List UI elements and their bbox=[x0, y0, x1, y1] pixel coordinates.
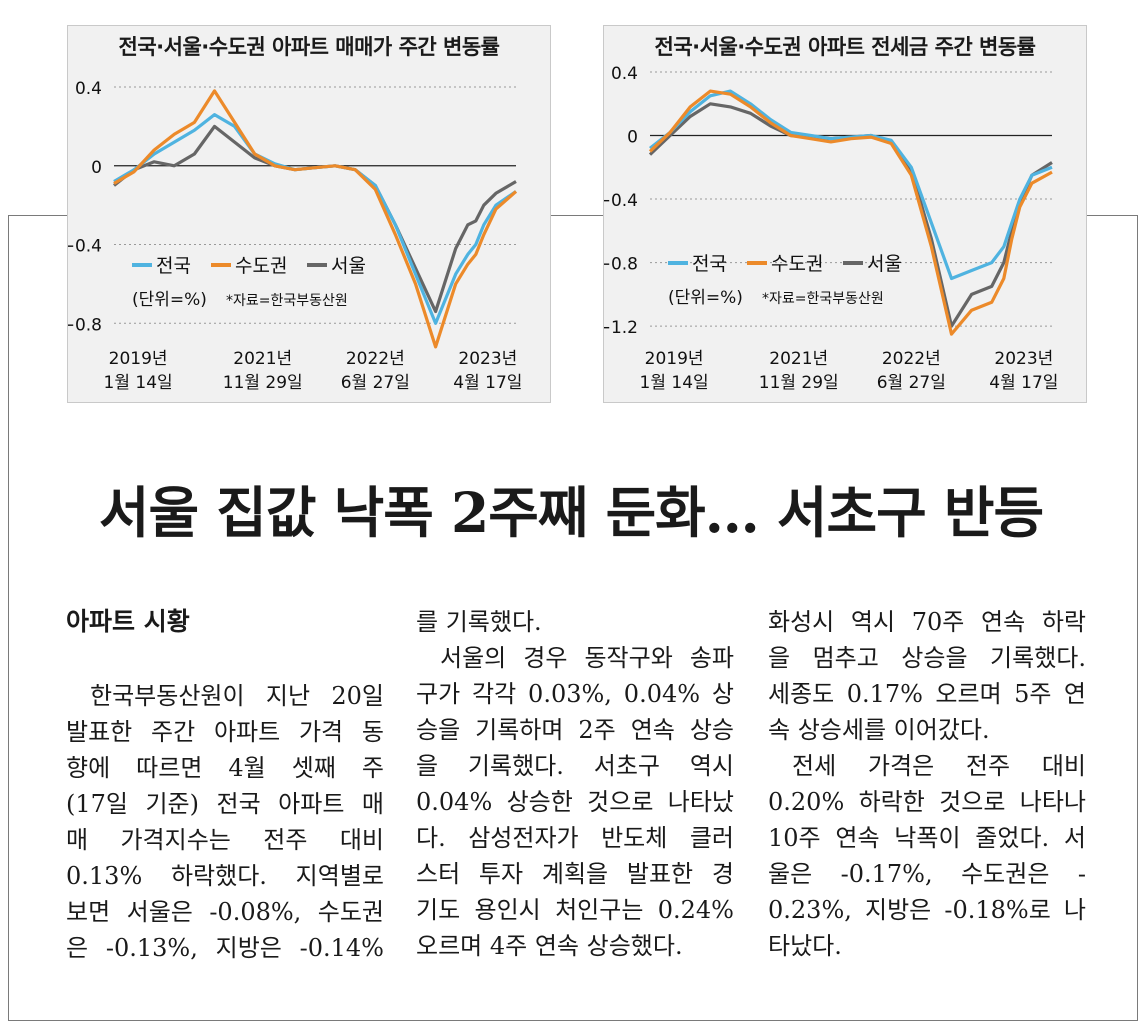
article-line: 0.23%, 지방은 -0.18%로 나 bbox=[768, 896, 1086, 924]
y-tick-label: 0.4 bbox=[611, 64, 638, 84]
article-line: 구가 각각 0.03%, 0.04% 상 bbox=[416, 680, 734, 708]
x-tick-label: 4월 17일 bbox=[989, 373, 1058, 393]
x-tick-label: 11월 29일 bbox=[759, 373, 839, 393]
series-line-전국 bbox=[649, 89, 1053, 281]
article-line: 10주 연속 낙폭이 줄었다. 서 bbox=[768, 824, 1086, 852]
x-tick-label: 2023년 bbox=[458, 349, 517, 369]
headline: 서울 집값 낙폭 2주째 둔화… 서초구 반등 bbox=[98, 480, 1044, 545]
x-tick-label: 2023년 bbox=[994, 349, 1053, 369]
x-tick-label: 6월 27일 bbox=[877, 373, 946, 393]
article-line: 0.20% 하락한 것으로 나타나 bbox=[768, 788, 1086, 816]
y-tick-label: −0.8 bbox=[68, 315, 102, 335]
article-line: 화성시 역시 70주 연속 하락 bbox=[768, 608, 1086, 636]
article-line: 보면 서울은 -0.08%, 수도권 bbox=[66, 898, 384, 926]
x-tick-label: 2019년 bbox=[109, 349, 168, 369]
article-line: 다. 삼성전자가 반도체 클러 bbox=[416, 824, 734, 852]
article-line: 세종도 0.17% 오르며 5주 연 bbox=[768, 680, 1086, 708]
article-line: 서울의 경우 동작구와 송파 bbox=[440, 644, 734, 672]
article-line: 승을 기록하며 2주 연속 상승 bbox=[416, 716, 734, 744]
y-tick-label: 0 bbox=[627, 128, 638, 148]
article-line: (17일 기준) 전국 아파트 매 bbox=[66, 790, 384, 818]
series-line-수도권 bbox=[113, 89, 518, 349]
series-line-수도권 bbox=[648, 89, 1053, 336]
legend-label: 전국 bbox=[692, 253, 727, 275]
chart-sale-price: 전국·서울·수도권 아파트 매매가 주간 변동률 0.4 0 −0.4 −0.8 전국 수… bbox=[67, 25, 551, 403]
x-tick-label: 11월 29일 bbox=[223, 373, 303, 393]
article-line: 한국부동산원이 지난 20일 bbox=[90, 682, 384, 710]
x-tick-label: 6월 27일 bbox=[341, 373, 410, 393]
legend-label: 수도권 bbox=[235, 255, 287, 277]
y-tick-label: −0.4 bbox=[604, 191, 638, 211]
source-label: *자료=한국부동산원 bbox=[762, 291, 884, 307]
x-tick-label: 1월 14일 bbox=[104, 373, 173, 393]
chart-plot-jeonse: 0.4 0 −0.4 −0.8 −1.2 전국 수도권 서울 (단위=%) *자료=한국부동산원 2… bbox=[604, 64, 1058, 393]
unit-label: (단위=%) bbox=[668, 288, 743, 308]
article-line: 스터 투자 계획을 발표한 경 bbox=[416, 860, 734, 888]
article-line: 속 상승세를 이어갔다. bbox=[768, 716, 990, 744]
legend-label: 수도권 bbox=[771, 253, 823, 275]
x-tick-label: 4월 17일 bbox=[453, 373, 522, 393]
x-tick-label: 1월 14일 bbox=[640, 373, 709, 393]
article-line: 발표한 주간 아파트 가격 동 bbox=[66, 718, 384, 746]
y-tick-label: −0.4 bbox=[68, 237, 102, 257]
y-tick-label: −0.8 bbox=[604, 255, 638, 275]
chart-title: 전국·서울·수도권 아파트 매매가 주간 변동률 bbox=[118, 35, 500, 59]
article-line: 0.13% 하락했다. 지역별로 bbox=[66, 862, 384, 890]
chart-plot-sale: 0.4 0 −0.4 −0.8 전국 수도권 서울 (단위=%) *자료=한국부동산원 2019년… bbox=[68, 79, 522, 393]
article-line: 전세 가격은 전주 대비 bbox=[792, 752, 1086, 780]
x-tick-label: 2021년 bbox=[233, 349, 292, 369]
article-line: 울은 -0.17%, 수도권은 - bbox=[768, 860, 1086, 888]
article-line: 기도 용인시 처인구는 0.24% bbox=[416, 896, 734, 924]
chart-title: 전국·서울·수도권 아파트 전세금 주간 변동률 bbox=[654, 35, 1036, 59]
article-line: 을 멈추고 상승을 기록했다. bbox=[768, 644, 1086, 672]
x-tick-label: 2019년 bbox=[645, 349, 704, 369]
y-tick-label: −1.2 bbox=[604, 318, 638, 338]
y-tick-label: 0 bbox=[91, 158, 102, 178]
article-line: 타났다. bbox=[768, 932, 842, 960]
article-line: 향에 따르면 4월 셋째 주 bbox=[66, 754, 384, 782]
section-heading: 아파트 시황 bbox=[66, 607, 190, 636]
x-tick-label: 2022년 bbox=[346, 349, 405, 369]
y-tick-label: 0.4 bbox=[75, 79, 102, 99]
article-line: 0.04% 상승한 것으로 나타났 bbox=[416, 788, 734, 816]
legend-label: 전국 bbox=[156, 255, 191, 277]
source-label: *자료=한국부동산원 bbox=[226, 293, 348, 309]
chart-jeonse: 전국·서울·수도권 아파트 전세금 주간 변동률 0.4 0 −0.4 −0.8 −1.… bbox=[603, 25, 1087, 403]
unit-label: (단위=%) bbox=[132, 290, 207, 310]
legend-label: 서울 bbox=[867, 253, 902, 275]
x-tick-label: 2022년 bbox=[882, 349, 941, 369]
article-line: 매 가격지수는 전주 대비 bbox=[66, 826, 384, 854]
legend-label: 서울 bbox=[331, 255, 366, 277]
x-tick-label: 2021년 bbox=[769, 349, 828, 369]
article-line: 를 기록했다. bbox=[416, 608, 542, 636]
article-line: 을 기록했다. 서초구 역시 bbox=[416, 752, 734, 780]
article-line: 은 -0.13%, 지방은 -0.14% bbox=[66, 934, 384, 962]
article-line: 오르며 4주 연속 상승했다. bbox=[416, 932, 683, 960]
